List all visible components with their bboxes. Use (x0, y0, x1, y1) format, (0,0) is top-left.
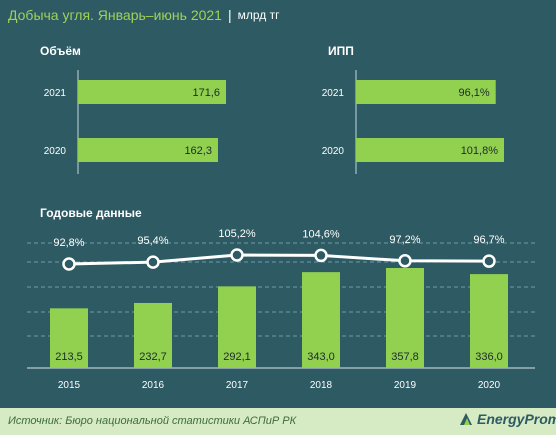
ipp-category-label: 2020 (322, 146, 345, 157)
annual-bar (134, 302, 172, 368)
energyprom-logo: EnergyProm (458, 411, 556, 427)
volume-data-label: 171,6 (192, 87, 220, 99)
ipp-chart: 2021 96,1% 2020 101,8% (322, 70, 504, 174)
year-label: 2015 (58, 380, 81, 391)
annual-bar-label: 213,5 (55, 351, 83, 363)
unit-label: млрд тг (237, 8, 280, 22)
growth-label: 96,7% (473, 234, 504, 246)
ipp-data-label: 101,8% (461, 145, 499, 157)
annual-bar (50, 308, 88, 368)
growth-line (68, 253, 490, 266)
growth-point (398, 254, 412, 268)
volume-category-label: 2021 (44, 88, 67, 99)
logo-text: EnergyProm (477, 411, 556, 427)
annual-bar-label: 232,7 (139, 351, 167, 363)
source-note: Источник: Бюро национальной статистики А… (8, 415, 297, 427)
annual-bar (218, 286, 256, 368)
growth-label: 95,4% (137, 235, 168, 247)
volume-chart-title: Объём (40, 44, 81, 58)
growth-point (314, 248, 328, 263)
growth-label: 104,6% (302, 228, 340, 240)
annual-bar (302, 272, 340, 368)
volume-bar (78, 138, 218, 162)
ipp-data-label: 96,1% (459, 87, 490, 99)
growth-point (62, 257, 76, 271)
ipp-bar (356, 138, 504, 162)
growth-point (146, 255, 160, 269)
year-label: 2017 (226, 380, 249, 391)
growth-label: 97,2% (389, 234, 420, 246)
header: Добыча угля. Январь–июнь 2021 | млрд тг (0, 0, 556, 30)
year-label: 2019 (394, 380, 417, 391)
growth-point (230, 248, 244, 262)
year-label: 2020 (478, 380, 501, 391)
ipp-chart-title: ИПП (328, 44, 354, 58)
ipp-bar (356, 80, 496, 104)
year-label: 2018 (310, 380, 333, 391)
title-separator: | (227, 7, 232, 23)
annual-bar (470, 274, 508, 368)
annual-chart: 213,5 2015 232,7 2016 292,1 2017 343,0 2018 357,… (27, 228, 535, 391)
year-label: 2016 (142, 380, 165, 391)
growth-point (482, 254, 496, 268)
annual-bar-label: 343,0 (307, 351, 335, 363)
growth-label: 105,2% (218, 228, 256, 240)
annual-bar (386, 268, 424, 368)
annual-bar-label: 336,0 (475, 351, 503, 363)
growth-label: 92,8% (53, 237, 84, 249)
volume-category-label: 2020 (44, 146, 67, 157)
page-title: Добыча угля. Январь–июнь 2021 (8, 7, 222, 23)
annual-bar-label: 357,8 (391, 351, 419, 363)
annual-chart-title: Годовые данные (40, 206, 142, 220)
volume-chart: 2021 171,6 2020 162,3 (44, 70, 226, 174)
ipp-category-label: 2021 (322, 88, 345, 99)
volume-bar (78, 80, 226, 104)
volume-data-label: 162,3 (184, 145, 212, 157)
annual-bar-label: 292,1 (223, 351, 251, 363)
logo-icon (460, 413, 472, 425)
